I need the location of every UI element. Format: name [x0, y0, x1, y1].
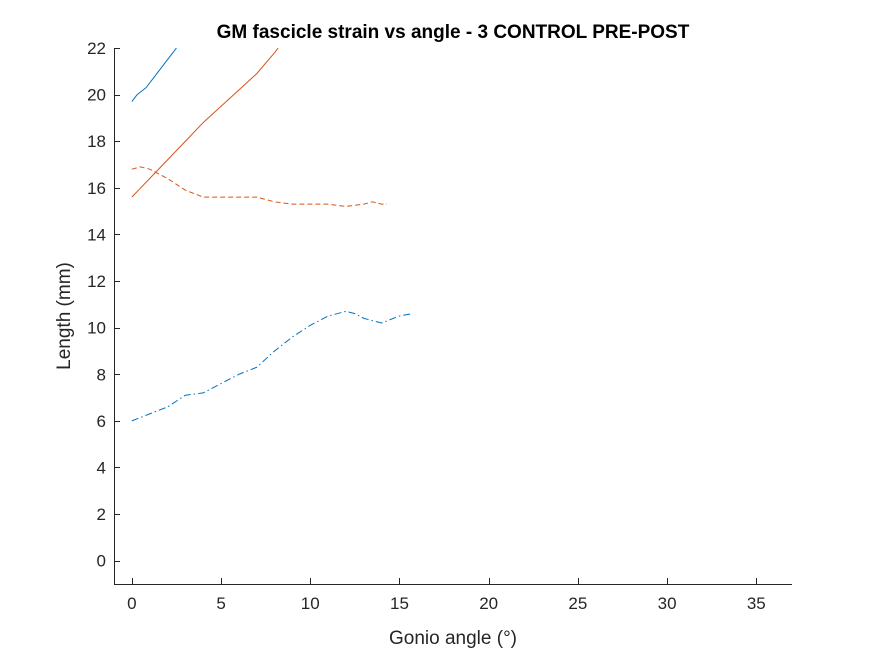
- x-tick-label-3: 15: [390, 594, 409, 613]
- y-axis-label: Length (mm): [54, 262, 75, 370]
- x-tick-label-4: 20: [479, 594, 498, 613]
- series-line-1: [131, 48, 177, 102]
- x-tick-label-5: 25: [568, 594, 587, 613]
- y-tick-label-3: 6: [97, 412, 106, 431]
- y-axis-ticks: 0 2 4 6 8 10 12 14 16 18 20 22: [87, 39, 120, 571]
- y-tick-label-6: 12: [87, 272, 106, 291]
- x-axis-ticks: 0 5 10 15 20 25 30 35: [127, 578, 766, 613]
- x-tick-label-0: 0: [127, 594, 136, 613]
- y-tick-label-8: 16: [87, 179, 106, 198]
- series-line-4: [131, 310, 413, 422]
- y-tick-label-5: 10: [87, 319, 106, 338]
- series-line-2: [131, 48, 279, 198]
- y-tick-label-0: 0: [97, 552, 106, 571]
- series-layer: [131, 48, 413, 422]
- x-tick-label-1: 5: [216, 594, 225, 613]
- y-tick-label-1: 2: [97, 505, 106, 524]
- x-tick-label-2: 10: [301, 594, 320, 613]
- chart-title: GM fascicle strain vs angle - 3 CONTROL …: [217, 22, 690, 43]
- y-tick-label-7: 14: [87, 225, 106, 244]
- y-tick-label-9: 18: [87, 132, 106, 151]
- x-axis-label: Gonio angle (°): [389, 628, 517, 649]
- y-tick-label-11: 22: [87, 39, 106, 58]
- series-line-3: [131, 166, 387, 207]
- y-tick-label-10: 20: [87, 86, 106, 105]
- y-tick-label-4: 8: [97, 365, 106, 384]
- x-tick-label-6: 30: [658, 594, 677, 613]
- y-tick-label-2: 4: [97, 458, 106, 477]
- x-tick-label-7: 35: [747, 594, 766, 613]
